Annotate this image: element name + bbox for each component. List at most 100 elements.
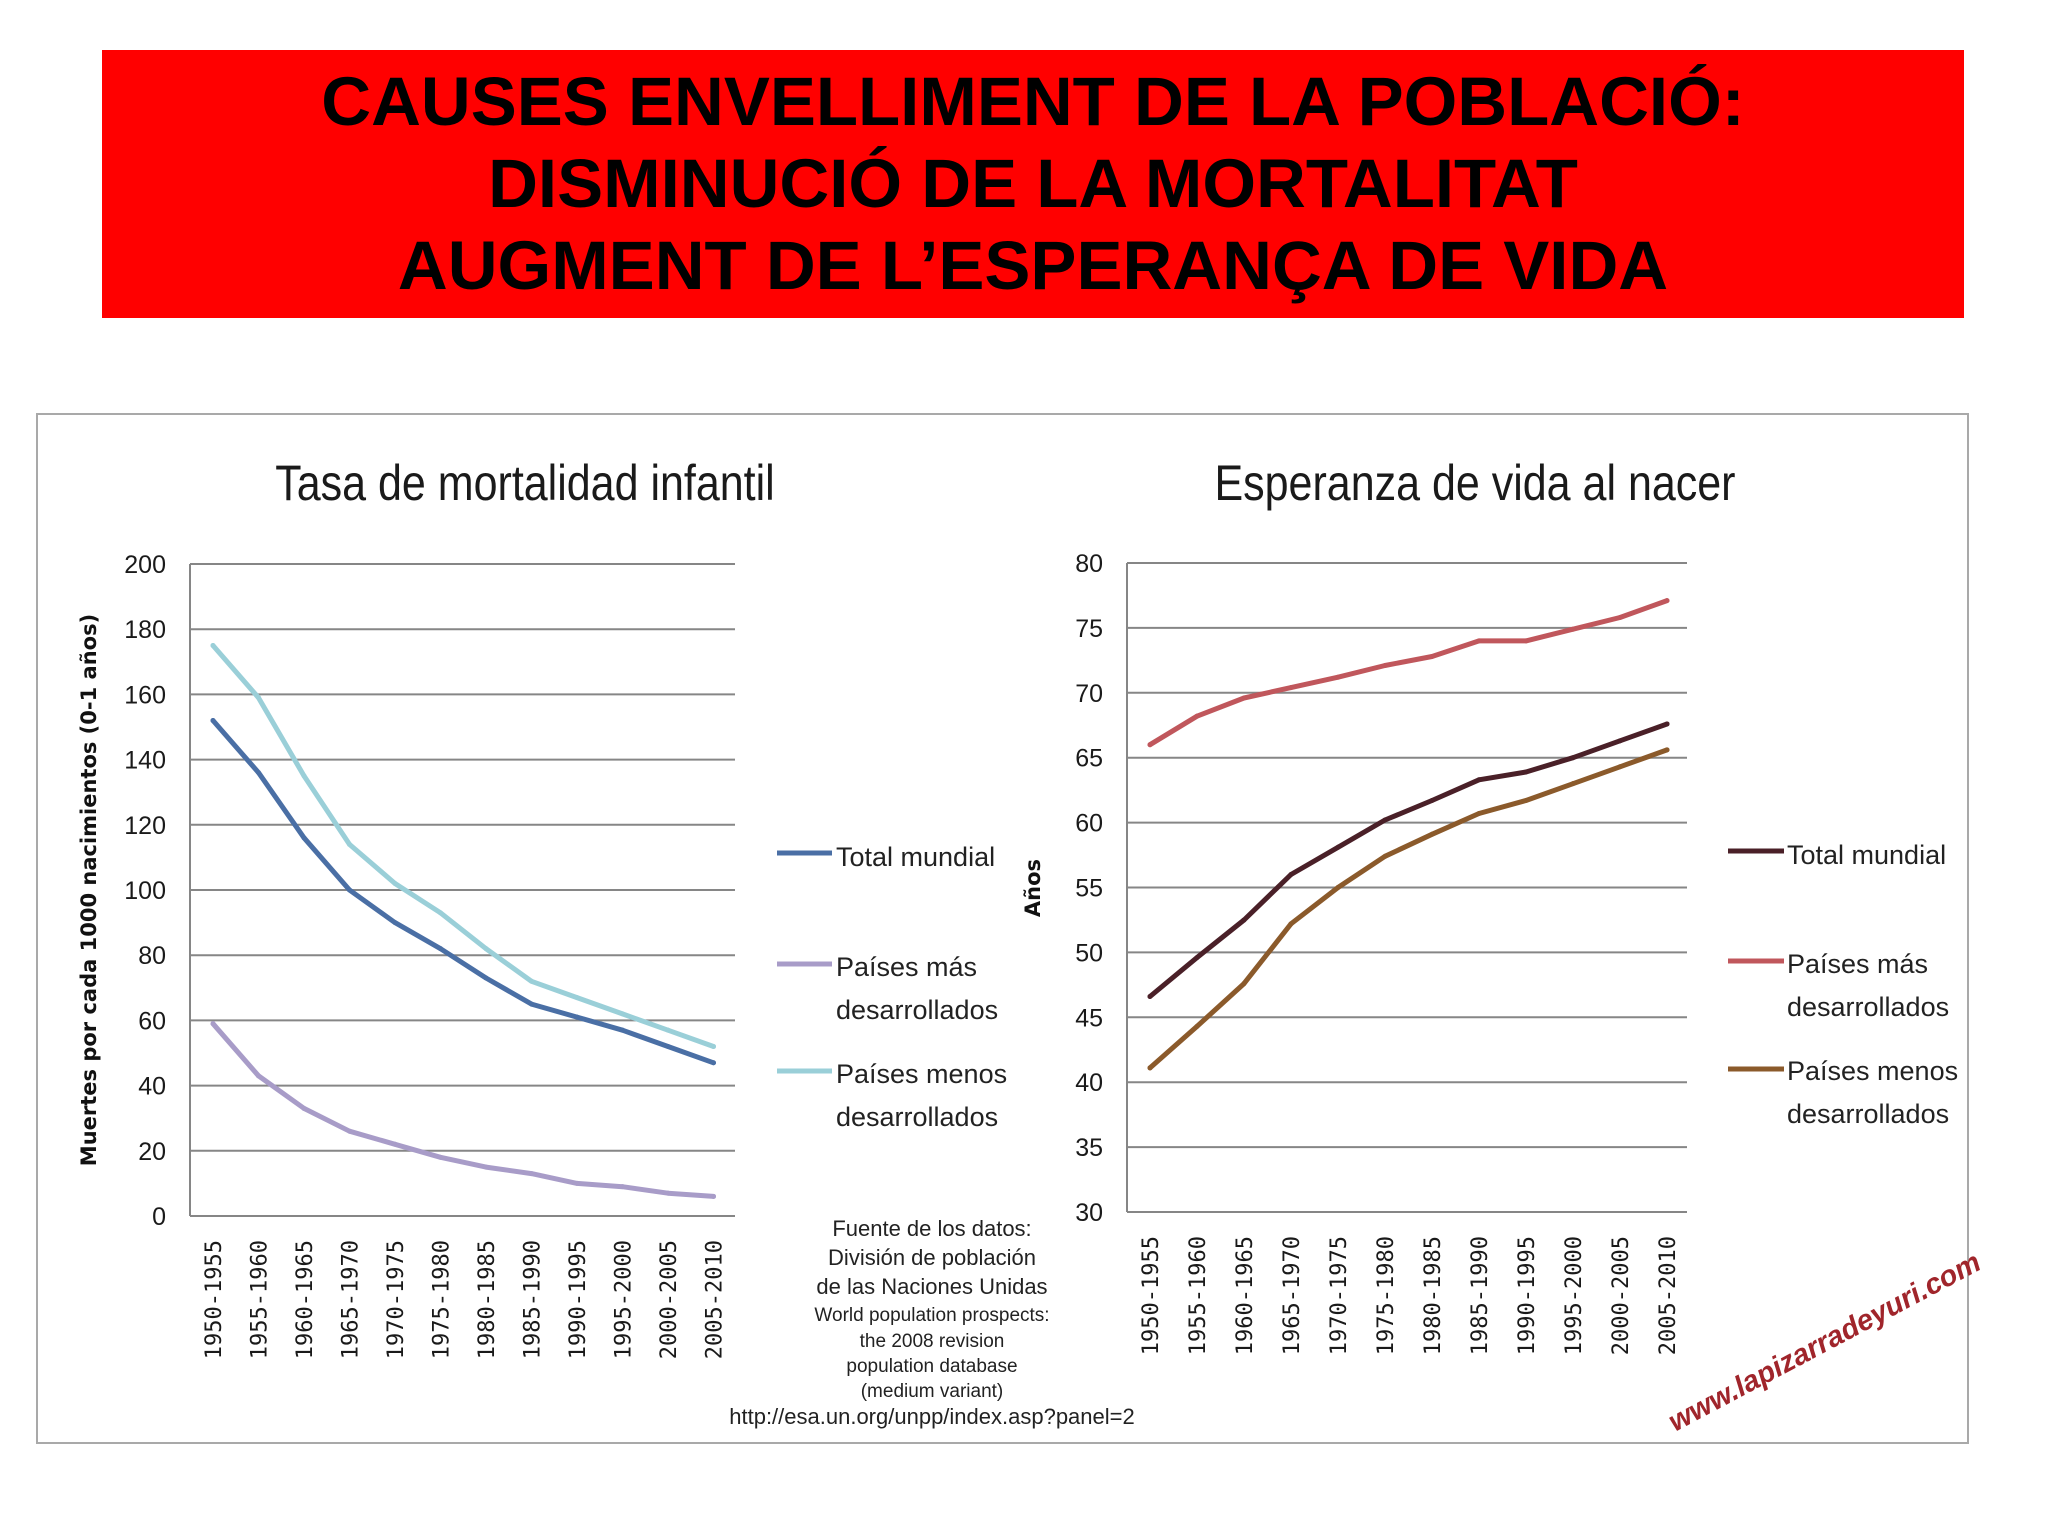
life-expectancy-data-point (1664, 747, 1670, 753)
life-expectancy-x-tick-label: 1990-1995 (1515, 1236, 1540, 1355)
life-expectancy-data-point (1429, 798, 1435, 804)
mortality-data-point (438, 910, 443, 916)
mortality-data-point (347, 841, 352, 847)
life-expectancy-data-point (1570, 755, 1576, 761)
mortality-x-tick-label: 1970-1975 (384, 1240, 409, 1359)
mortality-data-point (347, 1128, 352, 1134)
life-expectancy-data-point (1241, 917, 1247, 923)
watermark: www.lapizarradeyuri.com (1663, 1246, 1986, 1438)
life-expectancy-data-point (1570, 626, 1576, 632)
mortality-data-point (301, 1105, 307, 1111)
mortality-data-point (256, 1073, 261, 1079)
life-expectancy-x-tick-label: 1965-1970 (1280, 1236, 1305, 1355)
life-expectancy-data-point (1429, 653, 1435, 659)
life-expectancy-legend-label: desarrollados (1787, 1099, 1949, 1129)
life-expectancy-x-tick-label: 1950-1955 (1139, 1236, 1164, 1355)
mortality-data-point (529, 1171, 534, 1177)
mortality-data-point (574, 1180, 580, 1186)
mortality-data-point (529, 978, 534, 984)
life-expectancy-y-tick-label: 60 (1075, 810, 1103, 838)
title-banner: CAUSES ENVELLIMENT DE LA POBLACIÓ: DISMI… (102, 50, 1964, 318)
life-expectancy-data-point (1382, 663, 1388, 669)
mortality-data-point (665, 1190, 671, 1196)
life-expectancy-data-point (1147, 994, 1153, 1000)
life-expectancy-y-tick-label: 40 (1075, 1069, 1103, 1097)
banner-title-line-3: AUGMENT DE L’ESPERANÇA DE VIDA (397, 227, 1669, 304)
life-expectancy-data-point (1570, 781, 1576, 787)
mortality-y-tick-label: 60 (138, 1007, 166, 1035)
mortality-x-tick-label: 1995-2000 (612, 1240, 637, 1359)
life-expectancy-data-point (1476, 777, 1482, 783)
life-expectancy-y-tick-label: 80 (1075, 550, 1103, 578)
source-line: de las Naciones Unidas (816, 1274, 1047, 1299)
mortality-data-point (711, 1043, 716, 1049)
life-expectancy-title: Esperanza de vida al nacer (1214, 455, 1735, 511)
mortality-x-tick-label: 1985-1990 (521, 1240, 546, 1359)
life-expectancy-y-tick-label: 50 (1075, 939, 1103, 967)
life-expectancy-y-tick-label: 30 (1075, 1199, 1103, 1227)
mortality-legend-label: desarrollados (836, 1102, 998, 1132)
mortality-y-tick-label: 160 (124, 681, 166, 709)
source-line: División de población (828, 1245, 1036, 1270)
life-expectancy-y-tick-label: 35 (1075, 1134, 1103, 1162)
life-expectancy-data-point (1429, 831, 1435, 837)
life-expectancy-y-tick-label: 45 (1075, 1004, 1103, 1032)
mortality-data-point (392, 920, 398, 926)
mortality-x-tick-label: 1950-1955 (202, 1240, 227, 1359)
mortality-legend-label: Total mundial (836, 842, 995, 872)
life-expectancy-x-tick-label: 1960-1965 (1233, 1236, 1258, 1355)
mortality-y-tick-label: 120 (124, 812, 166, 840)
mortality-data-point (301, 835, 307, 841)
life-expectancy-data-point (1523, 638, 1529, 644)
mortality-data-point (665, 1027, 671, 1033)
life-expectancy-data-point (1241, 695, 1247, 701)
source-line: http://esa.un.org/unpp/index.asp?panel=2 (729, 1404, 1135, 1429)
source-line: World population prospects: (814, 1305, 1049, 1326)
life-expectancy-data-point (1288, 872, 1294, 878)
life-expectancy-y-tick-label: 70 (1075, 680, 1103, 708)
mortality-data-point (620, 1011, 625, 1017)
mortality-data-point (574, 1014, 580, 1020)
life-expectancy-legend-label: Países menos (1787, 1056, 1958, 1086)
mortality-legend-label: Países menos (836, 1059, 1007, 1089)
mortality-data-point (347, 887, 352, 893)
mortality-y-axis-label: Muertes por cada 1000 nacimientos (0-1 a… (77, 614, 101, 1166)
life-expectancy-series-line (1147, 598, 1670, 748)
mortality-data-point (256, 770, 261, 776)
mortality-data-point (438, 1154, 443, 1160)
mortality-data-point (392, 880, 398, 886)
life-expectancy-chart: Esperanza de vida al nacer 30 35 40 45 50 55 60… (1021, 455, 1958, 1355)
life-expectancy-x-tick-label: 1975-1980 (1374, 1236, 1399, 1355)
mortality-x-tick-label: 2000-2005 (657, 1240, 682, 1359)
life-expectancy-data-point (1335, 885, 1341, 890)
life-expectancy-data-point (1288, 921, 1294, 927)
source-line: (medium variant) (861, 1381, 1004, 1402)
mortality-y-tick-label: 20 (138, 1138, 166, 1166)
life-expectancy-y-tick-label: 65 (1075, 745, 1103, 773)
mortality-data-point (210, 717, 216, 723)
mortality-y-tick-label: 40 (138, 1073, 166, 1101)
life-expectancy-y-tick-label: 55 (1075, 875, 1103, 903)
mortality-data-point (210, 1021, 216, 1027)
mortality-series-line (210, 643, 716, 1049)
life-expectancy-legend-label: desarrollados (1787, 992, 1949, 1022)
life-expectancy-x-tick-label: 1970-1975 (1327, 1236, 1352, 1355)
mortality-x-tick-label: 2005-2010 (703, 1240, 728, 1359)
mortality-data-point (620, 1027, 625, 1033)
data-source-note: Fuente de los datos: División de població… (729, 1216, 1135, 1429)
mortality-y-tick-label: 100 (124, 877, 166, 905)
mortality-data-point (483, 975, 489, 981)
life-expectancy-data-point (1194, 713, 1200, 719)
mortality-data-point (529, 1001, 534, 1007)
mortality-data-point (620, 1184, 625, 1190)
mortality-x-tick-label: 1965-1970 (339, 1240, 364, 1359)
life-expectancy-data-point (1617, 615, 1623, 621)
life-expectancy-data-point (1194, 1023, 1200, 1029)
life-expectancy-series-line (1147, 747, 1670, 1071)
life-expectancy-data-point (1664, 598, 1670, 604)
life-expectancy-legend-label: Total mundial (1787, 840, 1946, 870)
source-line: Fuente de los datos: (832, 1216, 1031, 1241)
life-expectancy-x-tick-label: 2005-2010 (1656, 1236, 1681, 1355)
life-expectancy-data-point (1147, 1065, 1153, 1071)
mortality-data-point (711, 1060, 716, 1066)
